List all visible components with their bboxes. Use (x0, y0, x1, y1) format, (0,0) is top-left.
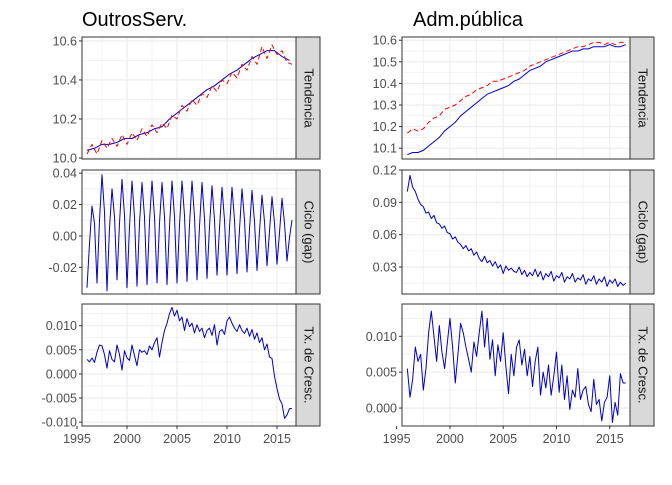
panel-background (82, 37, 296, 159)
y-tick-label: 0.010 (46, 319, 77, 333)
y-tick-label: 0.09 (373, 196, 397, 210)
y-tick-label: 10.6 (53, 34, 77, 48)
series-line-solid (86, 306, 292, 419)
panel-1-2: -0.02 0.00 0.02 0.04 Ciclo (gap) (49, 167, 321, 295)
chart-title-1: OutrosServ. (82, 9, 187, 31)
series-line-solid (86, 174, 293, 292)
y-tick-label: 10.6 (373, 34, 397, 48)
facet-strip-label: Ciclo (gap) (636, 201, 651, 264)
facet-strip (629, 36, 655, 160)
x-tick-label: 2015 (596, 432, 624, 446)
y-tick-label: 10.2 (53, 112, 77, 126)
y-tick-label: 10.0 (53, 152, 77, 166)
x-tick-label: 2000 (113, 432, 141, 446)
y-tick-label: 0.00 (53, 229, 77, 243)
y-tick-label: 0.000 (46, 367, 77, 381)
panel-1-1: 10.0 10.2 10.4 10.6 Tendencia (53, 34, 321, 166)
series-line-solid (86, 50, 290, 151)
y-tick-label: 0.02 (53, 198, 77, 212)
series-line-solid (406, 174, 627, 287)
series-line-dashed (86, 44, 293, 155)
facet-strip-label: Tx. de Cresc. (636, 326, 651, 403)
x-tick-label: 1995 (383, 432, 411, 446)
y-tick-label: 0.04 (53, 167, 77, 181)
y-tick-label: 0.005 (366, 366, 397, 380)
series-line-solid (407, 44, 626, 156)
panel-2-2: 0.03 0.06 0.09 0.12 Ciclo (gap) (373, 164, 655, 295)
panel-background (82, 304, 296, 426)
x-tick-label: 2010 (543, 432, 571, 446)
y-tick-label: 10.1 (373, 142, 397, 156)
facet-strip (295, 36, 321, 160)
panel-background (402, 37, 630, 159)
facet-strip-label: Tendencia (636, 68, 651, 128)
chart-title-2: Adm.pública (413, 9, 524, 31)
x-tick-label: 2005 (163, 432, 191, 446)
y-tick-label: -0.005 (42, 392, 77, 406)
facet-strip-label: Tx. de Cresc. (302, 326, 317, 403)
y-tick-label: 10.3 (373, 99, 397, 113)
y-tick-label: 0.005 (46, 343, 77, 357)
panel-2-1: 10.1 10.2 10.3 10.4 10.5 10.6 Tendencia (373, 34, 655, 160)
facet-strip-label: Tendencia (302, 68, 317, 128)
facet-strip-label: Ciclo (gap) (302, 201, 317, 264)
facet-strip (295, 303, 321, 427)
facet-strip (629, 169, 655, 295)
x-tick-label: 2000 (436, 432, 464, 446)
y-tick-label: -0.010 (42, 416, 77, 430)
panel-2-3: 0.000 0.005 0.010 Tx. de Cresc. (366, 303, 655, 427)
x-tick-label: 2015 (263, 432, 291, 446)
y-tick-label: -0.02 (49, 261, 78, 275)
series-line-solid (406, 310, 626, 423)
x-tick-label: 2005 (489, 432, 517, 446)
x-tick-label: 2010 (213, 432, 241, 446)
y-tick-label: 10.4 (53, 73, 77, 87)
y-tick-label: 0.000 (366, 402, 397, 416)
panel-1-3: -0.010 -0.005 0.000 0.005 0.010 Tx. de Cresc. (42, 303, 321, 430)
y-tick-label: 0.010 (366, 330, 397, 344)
x-tick-label: 1995 (63, 432, 91, 446)
y-tick-label: 0.12 (373, 164, 397, 178)
y-tick-label: 10.5 (373, 55, 397, 69)
panel-background (402, 170, 630, 294)
facet-strip (629, 303, 655, 427)
y-tick-label: 0.06 (373, 228, 397, 242)
facet-strip (295, 169, 321, 295)
series-line-dashed (407, 41, 626, 134)
y-tick-label: 10.4 (373, 77, 397, 91)
y-tick-label: 10.2 (373, 120, 397, 134)
y-tick-label: 0.03 (373, 261, 397, 275)
